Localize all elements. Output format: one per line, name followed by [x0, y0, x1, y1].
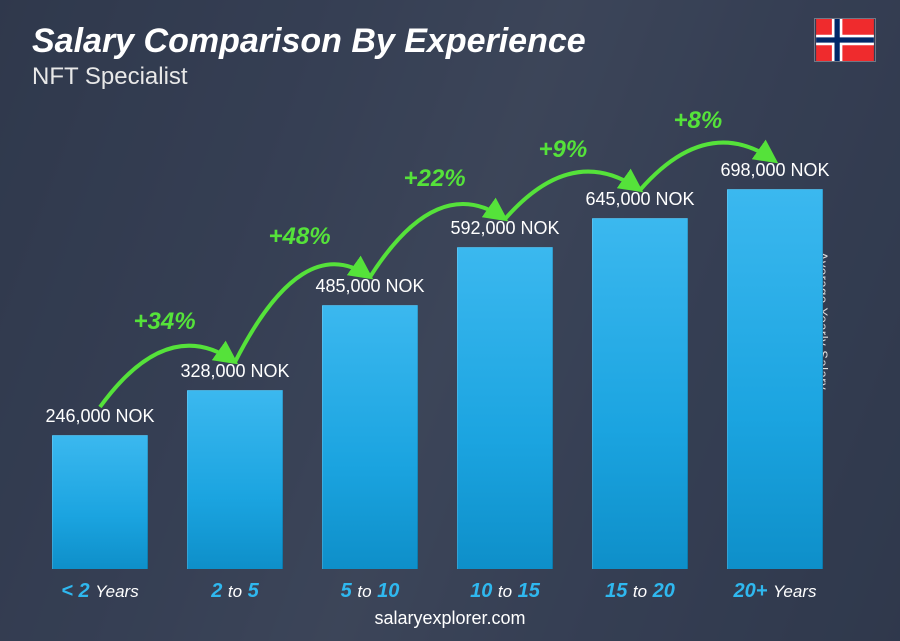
bar	[322, 305, 418, 569]
flag-icon	[814, 18, 876, 62]
pct-label: +22%	[404, 165, 466, 193]
bar	[727, 189, 823, 569]
category-label: < 2 Years	[40, 580, 160, 603]
pct-label: +48%	[269, 223, 331, 251]
category-label: 10 to 15	[445, 580, 565, 603]
category-label: 2 to 5	[175, 580, 295, 603]
value-label: 592,000 NOK	[435, 218, 575, 239]
header: Salary Comparison By Experience NFT Spec…	[32, 22, 586, 91]
value-label: 328,000 NOK	[165, 361, 305, 382]
page-title: Salary Comparison By Experience	[32, 22, 586, 61]
bar	[187, 390, 283, 569]
bar	[457, 247, 553, 569]
bar	[52, 435, 148, 569]
category-label: 15 to 20	[580, 580, 700, 603]
bar-chart: 246,000 NOK< 2 Years328,000 NOK2 to 5485…	[40, 129, 850, 569]
pct-label: +34%	[134, 308, 196, 336]
category-label: 20+ Years	[715, 580, 835, 603]
pct-label: +9%	[539, 136, 588, 164]
footer-credit: salaryexplorer.com	[0, 608, 900, 629]
value-label: 645,000 NOK	[570, 189, 710, 210]
category-label: 5 to 10	[310, 580, 430, 603]
pct-label: +8%	[674, 107, 723, 135]
value-label: 246,000 NOK	[30, 406, 170, 427]
bar	[592, 218, 688, 569]
page-subtitle: NFT Specialist	[32, 63, 586, 91]
value-label: 698,000 NOK	[705, 160, 845, 181]
value-label: 485,000 NOK	[300, 276, 440, 297]
